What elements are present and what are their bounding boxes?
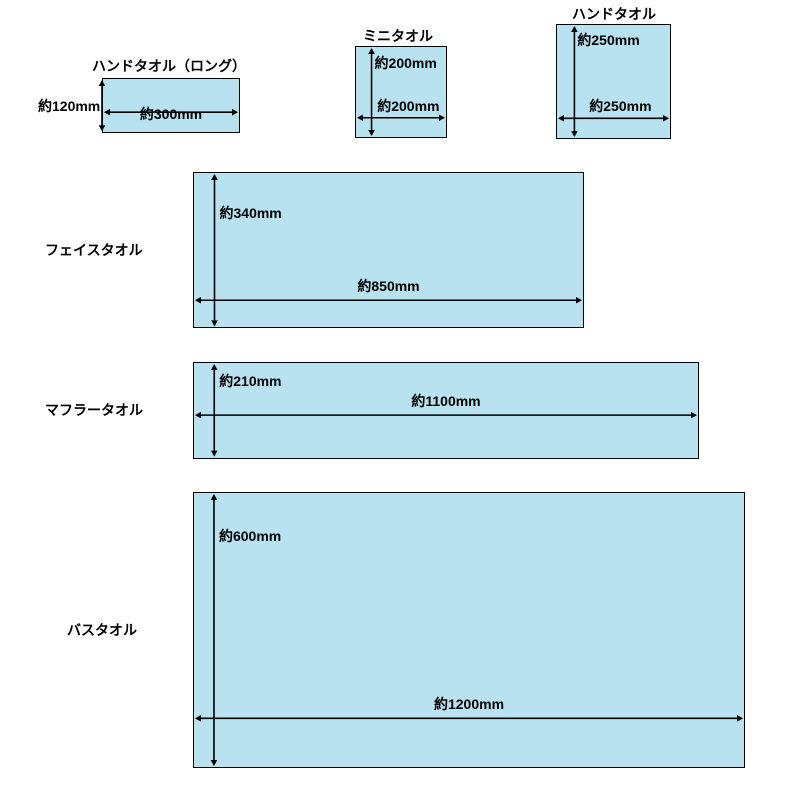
towel-hand-long: 約300mm約120mmハンドタオル（ロング）	[102, 78, 240, 133]
towel-mini: 約200mm約200mmミニタオル	[355, 46, 447, 138]
towel-title: バスタオル	[67, 620, 137, 640]
dimension-arrows	[193, 172, 584, 328]
height-label: 約120mm	[38, 96, 100, 116]
width-label: 約850mm	[357, 276, 419, 296]
width-label: 約1200mm	[434, 694, 504, 714]
towel-size-diagram: 約300mm約120mmハンドタオル（ロング）約200mm約200mmミニタオル…	[0, 0, 800, 800]
height-label: 約600mm	[219, 526, 281, 546]
towel-title: ミニタオル	[363, 26, 433, 46]
width-label: 約200mm	[377, 96, 439, 116]
height-label: 約200mm	[375, 53, 437, 73]
height-label: 約250mm	[577, 30, 639, 50]
towel-face: 約850mm約340mmフェイスタオル	[193, 172, 584, 328]
towel-hand: 約250mm約250mmハンドタオル	[556, 24, 671, 139]
towel-muffler: 約1100mm約210mmマフラータオル	[193, 362, 699, 459]
width-label: 約250mm	[589, 96, 651, 116]
width-label: 約300mm	[140, 104, 202, 124]
towel-title: フェイスタオル	[45, 240, 143, 260]
towel-bath: 約1200mm約600mmバスタオル	[193, 492, 745, 768]
height-label: 約340mm	[220, 203, 282, 223]
height-label: 約210mm	[219, 371, 281, 391]
width-label: 約1100mm	[411, 391, 480, 411]
towel-title: ハンドタオル（ロング）	[92, 56, 246, 76]
towel-title: マフラータオル	[45, 400, 143, 420]
towel-title: ハンドタオル	[572, 4, 656, 24]
